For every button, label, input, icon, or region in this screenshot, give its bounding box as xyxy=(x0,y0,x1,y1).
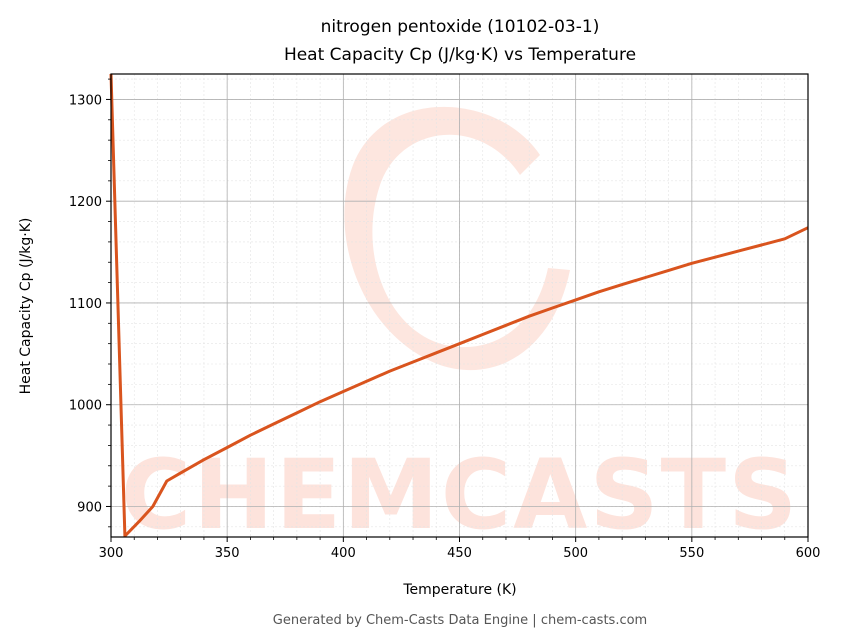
x-tick-label: 550 xyxy=(679,546,704,561)
plot-area: 300 350 400 450 500 550 600 900 1000 1100 1200 1300 xyxy=(69,73,821,561)
x-tick-label: 350 xyxy=(215,546,240,561)
watermark-c-logo xyxy=(344,106,570,371)
y-tick-label: 1300 xyxy=(69,93,102,108)
footer-credit: Generated by Chem-Casts Data Engine | ch… xyxy=(273,613,647,628)
major-grid xyxy=(111,74,808,537)
watermark-text: CHEMCASTS xyxy=(121,439,799,551)
y-tick-label: 1000 xyxy=(69,399,102,414)
x-axis-label: Temperature (K) xyxy=(402,582,516,598)
y-tick-label: 1100 xyxy=(69,297,102,312)
series-line-cp xyxy=(109,73,809,538)
y-axis-label: Heat Capacity Cp (J/kg·K) xyxy=(18,218,34,395)
chart-title: nitrogen pentoxide (10102-03-1) xyxy=(321,17,600,37)
axis-ticks: 300 350 400 450 500 550 600 900 1000 1100 1200 1300 xyxy=(69,78,821,561)
y-tick-label: 1200 xyxy=(69,195,102,210)
x-tick-label: 450 xyxy=(447,546,472,561)
x-tick-label: 300 xyxy=(99,546,124,561)
y-tick-label: 900 xyxy=(77,500,102,515)
x-tick-label: 600 xyxy=(796,546,821,561)
chart-subtitle: Heat Capacity Cp (J/kg·K) vs Temperature xyxy=(284,45,636,65)
x-tick-label: 500 xyxy=(563,546,588,561)
x-tick-label: 400 xyxy=(331,546,356,561)
watermark: CHEMCASTS xyxy=(121,106,799,551)
